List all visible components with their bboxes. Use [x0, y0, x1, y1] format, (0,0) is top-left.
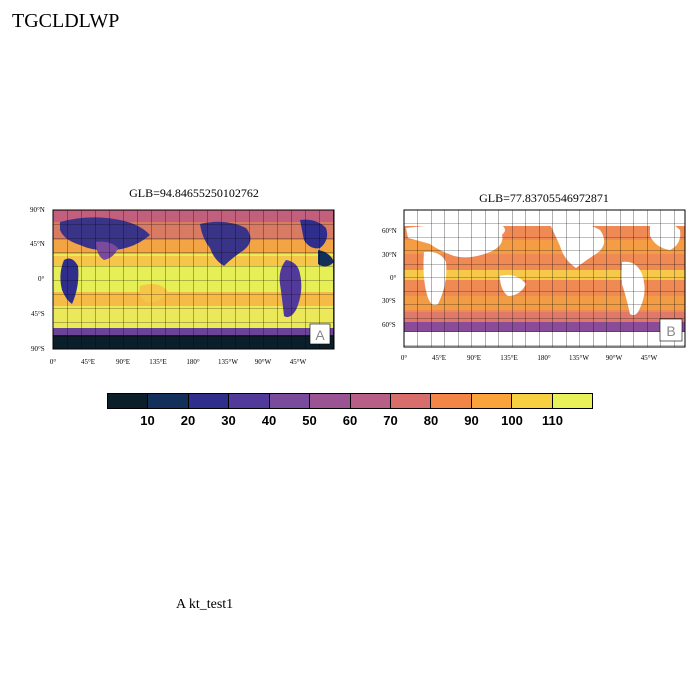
colorbar-swatch: [188, 394, 230, 408]
colorbar-label: 10: [140, 413, 155, 428]
colorbar-label: 30: [221, 413, 236, 428]
panel-b-title: GLB=77.83705546972871: [479, 191, 609, 205]
colorbar-labels: 10 20 30 40 50 60 70 80 90 100 110: [107, 413, 593, 431]
lat-tick: 30°N: [382, 251, 397, 259]
lon-tick: 0°: [50, 358, 57, 366]
lat-tick: 45°S: [31, 310, 45, 318]
colorbar-swatch: [310, 394, 351, 408]
lon-tick: 90°E: [116, 358, 130, 366]
colorbar-swatch: [552, 394, 593, 408]
lat-tick: 90°N: [30, 206, 45, 214]
colorbar: [107, 393, 593, 409]
footer-caption: A kt_test1: [176, 597, 234, 612]
page-title: TGCLDLWP: [12, 10, 120, 32]
colorbar-swatch: [512, 394, 553, 408]
map-panel-a: A 90°N 45°N 0° 45°S 90°S 0° 45°E 90°E 13…: [30, 206, 335, 366]
panel-b-lat-ticks: 60°N 30°N 0° 30°S 60°S: [382, 227, 397, 329]
lon-tick: 135°W: [569, 354, 589, 362]
panel-a-title: GLB=94.84655250102762: [129, 186, 259, 200]
lat-tick: 60°S: [382, 321, 396, 329]
lon-tick: 135°E: [149, 358, 167, 366]
lon-tick: 180°: [186, 358, 200, 366]
lon-tick: 90°W: [255, 358, 272, 366]
colorbar-label: 50: [302, 413, 317, 428]
lon-tick: 0°: [401, 354, 408, 362]
colorbar-label: 70: [383, 413, 398, 428]
panel-a-lat-ticks: 90°N 45°N 0° 45°S 90°S: [30, 206, 45, 353]
lon-tick: 45°E: [432, 354, 446, 362]
lat-tick: 0°: [38, 275, 45, 283]
lat-tick: 90°S: [31, 345, 45, 353]
lon-tick: 135°E: [500, 354, 518, 362]
colorbar-swatch: [148, 394, 189, 408]
colorbar-swatch: [471, 394, 513, 408]
map-panel-b: B 60°N 30°N 0° 30°S 60°S 0° 45°E 90°E 13…: [382, 209, 686, 362]
colorbar-label: 80: [423, 413, 439, 428]
colorbar-label: 60: [342, 413, 358, 428]
colorbar-swatch: [108, 394, 149, 408]
lat-tick: 30°S: [382, 297, 396, 305]
panel-b-label: B: [666, 323, 675, 339]
colorbar-label: 110: [542, 413, 563, 428]
lon-tick: 45°E: [81, 358, 95, 366]
colorbar-label: 100: [501, 413, 523, 428]
lon-tick: 135°W: [218, 358, 238, 366]
colorbar-swatch: [390, 394, 432, 408]
panel-b-lon-ticks: 0° 45°E 90°E 135°E 180° 135°W 90°W 45°W: [401, 354, 658, 362]
panel-a-lon-ticks: 0° 45°E 90°E 135°E 180° 135°W 90°W 45°W: [50, 358, 307, 366]
colorbar-swatch: [229, 394, 270, 408]
lon-tick: 45°W: [290, 358, 307, 366]
lat-tick: 0°: [390, 274, 397, 282]
lon-tick: 180°: [537, 354, 551, 362]
lat-tick: 60°N: [382, 227, 397, 235]
panel-a-label: A: [315, 327, 325, 343]
lon-tick: 90°E: [467, 354, 481, 362]
colorbar-label: 20: [180, 413, 196, 428]
colorbar-swatch: [431, 394, 472, 408]
colorbar-label: 90: [464, 413, 479, 428]
colorbar-label: 40: [261, 413, 277, 428]
lon-tick: 45°W: [641, 354, 658, 362]
colorbar-swatch: [269, 394, 311, 408]
lon-tick: 90°W: [606, 354, 623, 362]
lat-tick: 45°N: [30, 240, 45, 248]
colorbar-swatch: [350, 394, 391, 408]
